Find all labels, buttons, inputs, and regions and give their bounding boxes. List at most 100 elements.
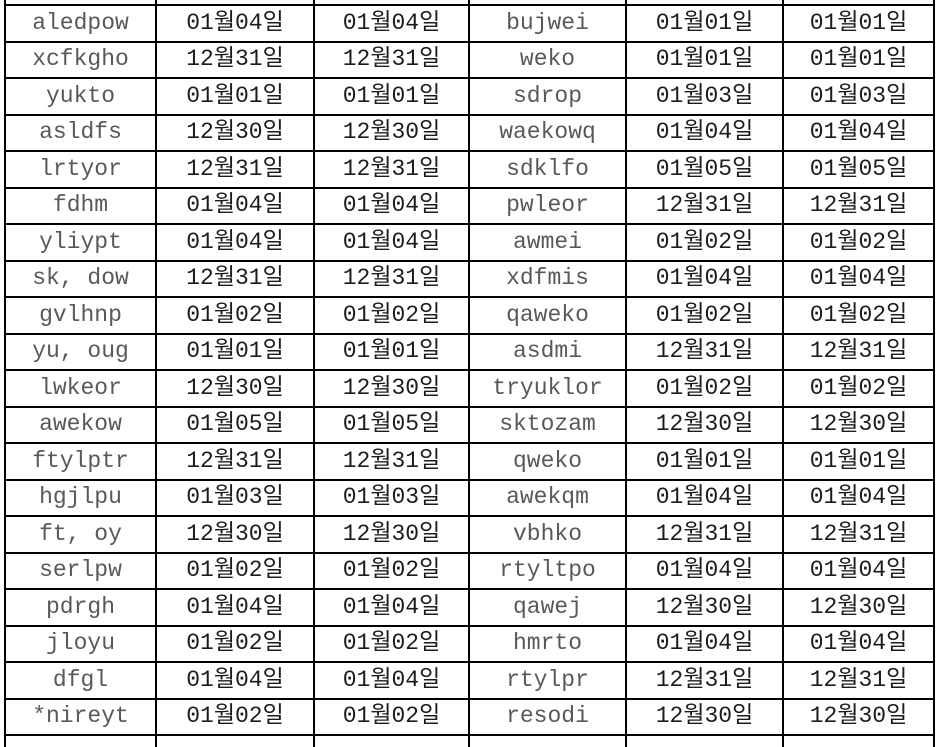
table-row: ft, oy 12월30일 12월30일 vbhko 12월31일 12월31일 — [4, 515, 935, 554]
date-cell: 01월02일 — [313, 624, 470, 663]
date-cell: 12월31일 — [782, 661, 935, 700]
date-cell: 12월30일 — [782, 405, 935, 444]
date-cell: 01월04일 — [782, 478, 935, 517]
empty-cell — [155, 0, 315, 6]
date-cell: 01월02일 — [782, 296, 935, 335]
date-cell: 01월01일 — [155, 77, 315, 116]
table-row: asldfs 12월30일 12월30일 waekowq 01월04일 01월04일 — [4, 113, 935, 152]
name-cell: hmrto — [468, 624, 627, 663]
name-cell: ft, oy — [4, 515, 157, 554]
date-cell: 12월31일 — [155, 259, 315, 298]
name-cell: qweko — [468, 442, 627, 481]
date-cell: 12월31일 — [313, 259, 470, 298]
date-cell: 01월02일 — [313, 551, 470, 590]
data-table: aledpow 01월04일 01월04일 bujwei 01월01일 01월01일 xcf… — [4, 0, 935, 747]
date-cell: 01월01일 — [313, 77, 470, 116]
date-cell: 01월04일 — [625, 551, 784, 590]
name-cell: rtylpr — [468, 661, 627, 700]
table-row: lrtyor 12월31일 12월31일 sdklfo 01월05일 01월05일 — [4, 150, 935, 189]
name-cell: ftylptr — [4, 442, 157, 481]
date-cell: 01월02일 — [625, 296, 784, 335]
date-cell: 01월04일 — [155, 588, 315, 627]
name-cell: bujwei — [468, 4, 627, 43]
date-cell: 01월03일 — [313, 478, 470, 517]
date-cell: 01월02일 — [625, 369, 784, 408]
date-cell: 01월04일 — [625, 113, 784, 152]
date-cell: 12월30일 — [313, 369, 470, 408]
date-cell: 01월04일 — [782, 113, 935, 152]
date-cell: 01월02일 — [782, 369, 935, 408]
date-cell: 01월01일 — [625, 442, 784, 481]
date-cell: 12월30일 — [625, 697, 784, 736]
table-row: yu, oug 01월01일 01월01일 asdmi 12월31일 12월31일 — [4, 332, 935, 371]
empty-cell — [625, 734, 784, 747]
date-cell: 01월04일 — [155, 661, 315, 700]
date-cell: 01월03일 — [782, 77, 935, 116]
table-row: pdrgh 01월04일 01월04일 qawej 12월30일 12월30일 — [4, 588, 935, 627]
table-row: awekow 01월05일 01월05일 sktozam 12월30일 12월30일 — [4, 405, 935, 444]
table-row: xcfkgho 12월31일 12월31일 weko 01월01일 01월01일 — [4, 40, 935, 79]
name-cell: lrtyor — [4, 150, 157, 189]
table-body: aledpow 01월04일 01월04일 bujwei 01월01일 01월01일 xcf… — [4, 4, 935, 736]
name-cell: tryuklor — [468, 369, 627, 408]
date-cell: 01월04일 — [313, 186, 470, 225]
name-cell: sdrop — [468, 77, 627, 116]
date-cell: 01월04일 — [313, 223, 470, 262]
date-cell: 12월31일 — [313, 150, 470, 189]
name-cell: awekow — [4, 405, 157, 444]
date-cell: 12월31일 — [782, 332, 935, 371]
date-cell: 01월04일 — [782, 624, 935, 663]
name-cell: weko — [468, 40, 627, 79]
name-cell: serlpw — [4, 551, 157, 590]
name-cell: qaweko — [468, 296, 627, 335]
table-row: gvlhnp 01월02일 01월02일 qaweko 01월02일 01월02일 — [4, 296, 935, 335]
empty-cell — [313, 734, 470, 747]
date-cell: 01월04일 — [313, 588, 470, 627]
name-cell: aledpow — [4, 4, 157, 43]
date-cell: 01월02일 — [155, 624, 315, 663]
name-cell: yu, oug — [4, 332, 157, 371]
name-cell: xcfkgho — [4, 40, 157, 79]
name-cell: yukto — [4, 77, 157, 116]
name-cell: vbhko — [468, 515, 627, 554]
table-row: dfgl 01월04일 01월04일 rtylpr 12월31일 12월31일 — [4, 661, 935, 700]
name-cell: xdfmis — [468, 259, 627, 298]
table-row: hgjlpu 01월03일 01월03일 awekqm 01월04일 01월04일 — [4, 478, 935, 517]
date-cell: 01월03일 — [155, 478, 315, 517]
date-cell: 01월04일 — [155, 223, 315, 262]
date-cell: 12월30일 — [625, 588, 784, 627]
date-cell: 01월02일 — [155, 697, 315, 736]
empty-cell — [4, 734, 157, 747]
date-cell: 12월31일 — [782, 186, 935, 225]
name-cell: *nireyt — [4, 697, 157, 736]
date-cell: 01월01일 — [782, 442, 935, 481]
date-cell: 01월04일 — [313, 661, 470, 700]
date-cell: 01월04일 — [155, 4, 315, 43]
empty-cell — [468, 734, 627, 747]
date-cell: 01월05일 — [782, 150, 935, 189]
date-cell: 01월05일 — [625, 150, 784, 189]
date-cell: 12월30일 — [155, 113, 315, 152]
empty-cell — [313, 0, 470, 6]
date-cell: 12월30일 — [625, 405, 784, 444]
empty-cell — [155, 734, 315, 747]
table-row: yliypt 01월04일 01월04일 awmei 01월02일 01월02일 — [4, 223, 935, 262]
name-cell: qawej — [468, 588, 627, 627]
date-cell: 01월01일 — [313, 332, 470, 371]
name-cell: hgjlpu — [4, 478, 157, 517]
date-cell: 12월31일 — [625, 515, 784, 554]
name-cell: sktozam — [468, 405, 627, 444]
date-cell: 01월02일 — [625, 223, 784, 262]
date-cell: 12월31일 — [625, 661, 784, 700]
date-cell: 01월01일 — [782, 40, 935, 79]
date-cell: 01월01일 — [625, 4, 784, 43]
name-cell: waekowq — [468, 113, 627, 152]
name-cell: pwleor — [468, 186, 627, 225]
partial-row-bottom — [4, 734, 935, 747]
date-cell: 01월02일 — [155, 296, 315, 335]
date-cell: 01월02일 — [313, 296, 470, 335]
name-cell: awmei — [468, 223, 627, 262]
date-cell: 01월02일 — [313, 697, 470, 736]
date-cell: 01월04일 — [155, 186, 315, 225]
